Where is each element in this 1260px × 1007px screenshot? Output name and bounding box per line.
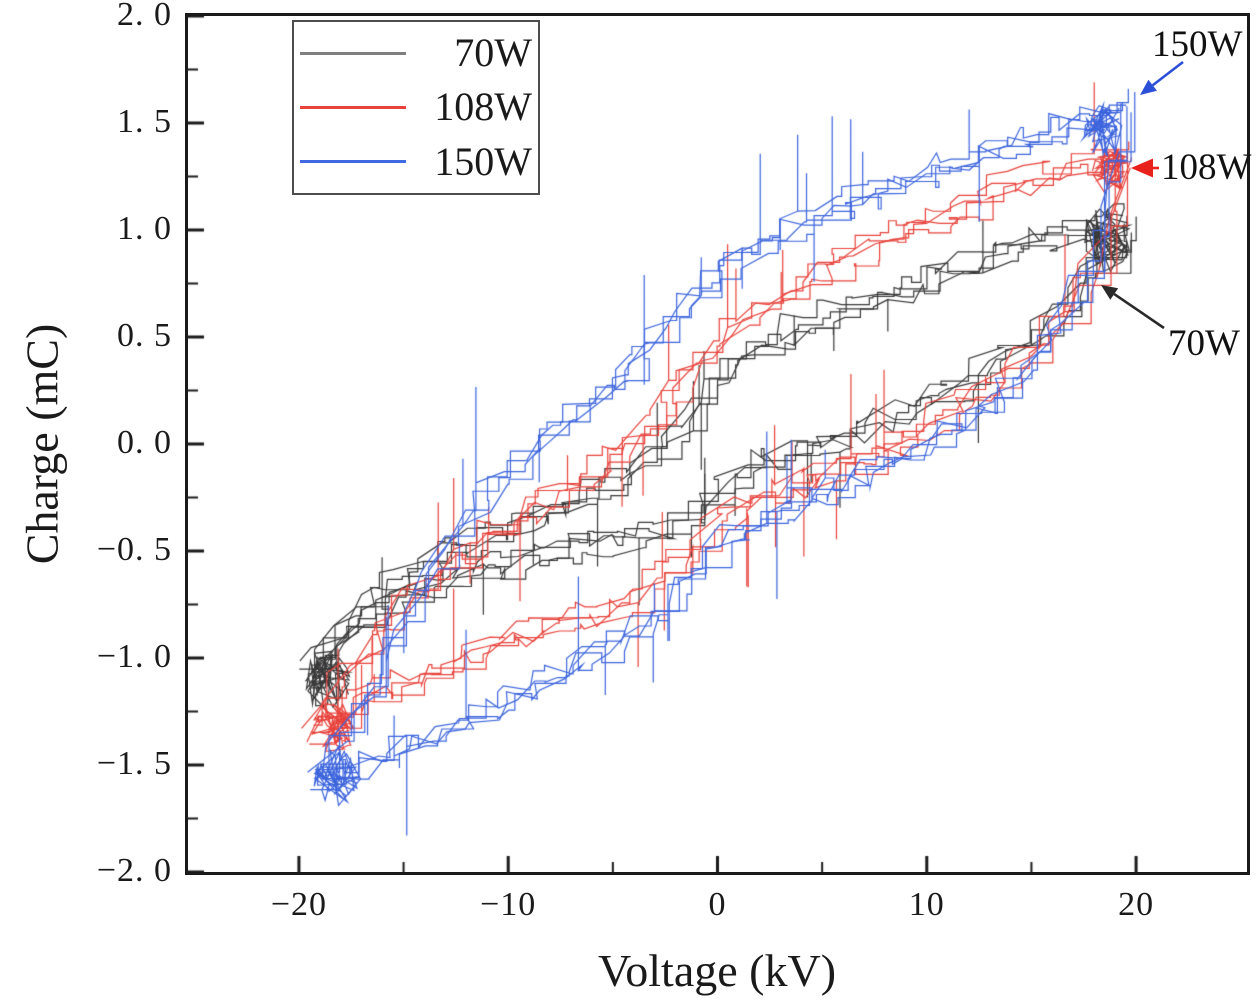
- x-tick-label: 0: [708, 886, 727, 923]
- legend-line-swatch-150w: [300, 160, 406, 164]
- legend-line-swatch-70w: [300, 51, 406, 55]
- legend-label-150w: 150W: [434, 138, 532, 184]
- annotation-108w: 108W: [1161, 147, 1252, 188]
- y-tick-label: 1. 5: [117, 103, 172, 141]
- y-axis-title: Charge (mC): [16, 323, 68, 565]
- y-tick-label: 0. 0: [117, 424, 172, 462]
- y-tick-label: 1. 0: [117, 210, 172, 248]
- legend-row-150w: 150W: [300, 135, 532, 189]
- legend-row-70w: 70W: [300, 26, 532, 80]
- x-tick-label: 20: [1118, 886, 1155, 923]
- legend-label-108w: 108W: [434, 84, 532, 130]
- x-axis-title: Voltage (kV): [597, 945, 837, 996]
- y-tick-label: −1. 0: [96, 638, 172, 676]
- legend-row-108w: 108W: [300, 80, 532, 134]
- annotation-150w: 150W: [1152, 24, 1243, 65]
- y-tick-label: 0. 5: [117, 317, 172, 355]
- x-tick-label: 10: [908, 886, 945, 923]
- x-tick-label: −10: [480, 886, 537, 923]
- legend-line-swatch-108w: [300, 105, 406, 109]
- legend-label-70w: 70W: [454, 30, 532, 76]
- x-tick-label: −20: [270, 886, 328, 923]
- annotation-70w: 70W: [1168, 323, 1240, 364]
- y-tick-label: −2. 0: [96, 852, 172, 890]
- y-tick-label: −1. 5: [96, 745, 172, 783]
- legend: 70W 108W 150W: [292, 20, 540, 195]
- y-tick-label: −0. 5: [96, 531, 172, 569]
- y-tick-label: 2. 0: [117, 0, 172, 34]
